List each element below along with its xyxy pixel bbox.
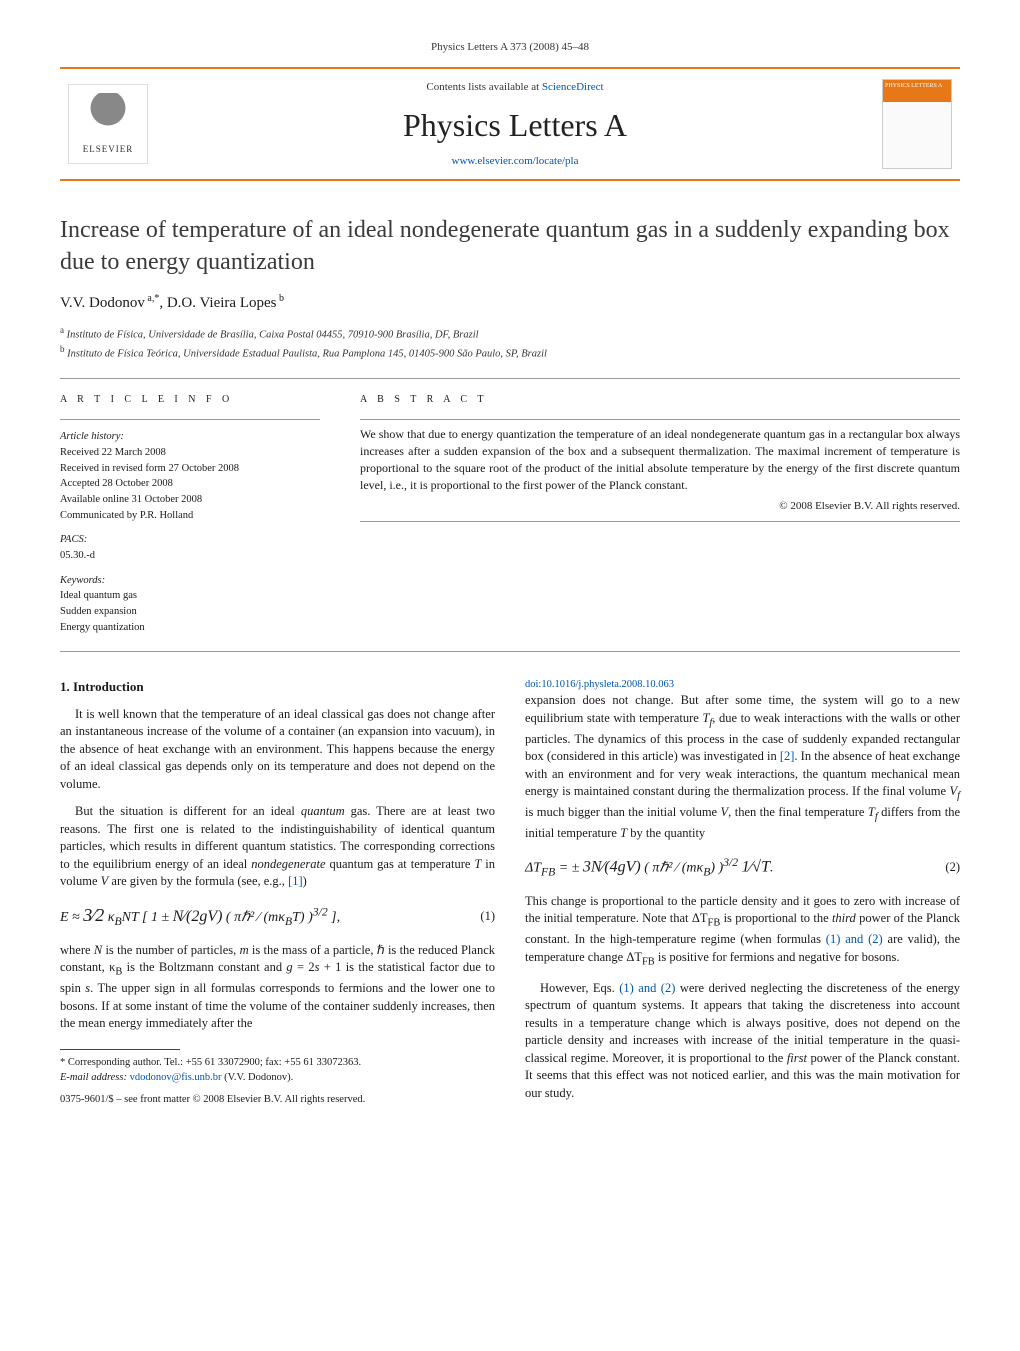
contents-prefix: Contents lists available at: [426, 81, 541, 93]
abstract-copyright: © 2008 Elsevier B.V. All rights reserved…: [360, 499, 960, 514]
keyword: Energy quantization: [60, 621, 320, 636]
rule: [60, 378, 960, 379]
pacs-value: 05.30.-d: [60, 549, 320, 564]
eq-ref-1-2[interactable]: (1) and (2): [826, 932, 883, 946]
elsevier-tree-icon: [83, 93, 133, 143]
equation-1: E ≈ 3⁄2 κBNT [ 1 ± N⁄(2gV) ( πℏ² ⁄ (mκBT…: [60, 903, 495, 930]
eq1-number: (1): [480, 908, 495, 926]
article-info: A R T I C L E I N F O Article history: R…: [60, 393, 320, 636]
journal-cover-thumb: PHYSICS LETTERS A: [882, 79, 952, 169]
journal-homepage: www.elsevier.com/locate/pla: [160, 154, 870, 169]
affiliations: a Instituto de Física, Universidade de B…: [60, 324, 960, 363]
paragraph: However, Eqs. (1) and (2) were derived n…: [525, 980, 960, 1103]
authors: V.V. Dodonov a,*, D.O. Vieira Lopes b: [60, 292, 960, 314]
contents-available: Contents lists available at ScienceDirec…: [160, 80, 870, 95]
info-abstract-row: A R T I C L E I N F O Article history: R…: [60, 393, 960, 636]
paragraph: expansion does not change. But after som…: [525, 692, 960, 843]
article-title: Increase of temperature of an ideal nond…: [60, 215, 960, 277]
body-columns: 1. Introduction It is well known that th…: [60, 678, 960, 1115]
info-heading: A R T I C L E I N F O: [60, 393, 320, 407]
journal-homepage-link[interactable]: www.elsevier.com/locate/pla: [452, 155, 579, 167]
abstract-text: We show that due to energy quantization …: [360, 426, 960, 493]
running-head: Physics Letters A 373 (2008) 45–48: [60, 40, 960, 55]
rule: [60, 651, 960, 652]
rule: [360, 521, 960, 522]
section-heading: 1. Introduction: [60, 678, 495, 696]
history-line: Available online 31 October 2008: [60, 493, 320, 508]
ref-link-1[interactable]: [1]: [288, 874, 303, 888]
ref-link-2[interactable]: [2]: [780, 749, 795, 763]
abstract: A B S T R A C T We show that due to ener…: [360, 393, 960, 636]
banner-center: Contents lists available at ScienceDirec…: [160, 80, 870, 170]
history-line: Communicated by P.R. Holland: [60, 509, 320, 524]
history-line: Received 22 March 2008: [60, 446, 320, 461]
paragraph: This change is proportional to the parti…: [525, 893, 960, 970]
abstract-heading: A B S T R A C T: [360, 393, 960, 407]
history-head: Article history:: [60, 430, 320, 445]
paragraph: It is well known that the temperature of…: [60, 706, 495, 794]
paragraph: where N is the number of particles, m is…: [60, 942, 495, 1033]
history-line: Accepted 28 October 2008: [60, 477, 320, 492]
email-line: E-mail address: vdodonov@fis.unb.br (V.V…: [60, 1071, 495, 1086]
eq2-math: ΔTFB = ± 3N⁄(4gV) ( πℏ² ⁄ (mκB) )3/2 1⁄√…: [525, 855, 773, 881]
affiliation-a: a Instituto de Física, Universidade de B…: [60, 324, 960, 343]
author-email-link[interactable]: vdodonov@fis.unb.br: [130, 1072, 222, 1083]
journal-banner: ELSEVIER Contents lists available at Sci…: [60, 67, 960, 181]
footnotes: * Corresponding author. Tel.: +55 61 330…: [60, 1056, 495, 1085]
cover-label: PHYSICS LETTERS A: [885, 83, 942, 89]
email-label: E-mail address:: [60, 1072, 127, 1083]
eq2-number: (2): [945, 859, 960, 877]
doi-line: doi:10.1016/j.physleta.2008.10.063: [525, 678, 960, 693]
pacs-head: PACS:: [60, 533, 320, 548]
affiliation-b: b Instituto de Física Teórica, Universid…: [60, 343, 960, 362]
keywords-head: Keywords:: [60, 574, 320, 589]
footnote-rule: [60, 1049, 180, 1050]
history-line: Received in revised form 27 October 2008: [60, 462, 320, 477]
eq-ref-1-2b[interactable]: (1) and (2): [619, 981, 675, 995]
journal-title: Physics Letters A: [160, 103, 870, 148]
sciencedirect-link[interactable]: ScienceDirect: [542, 81, 604, 93]
equation-2: ΔTFB = ± 3N⁄(4gV) ( πℏ² ⁄ (mκB) )3/2 1⁄√…: [525, 855, 960, 881]
email-attribution: (V.V. Dodonov).: [224, 1072, 293, 1083]
rule: [60, 419, 320, 420]
paragraph: But the situation is different for an id…: [60, 803, 495, 891]
publisher-name: ELSEVIER: [83, 143, 134, 156]
rule: [360, 419, 960, 420]
corresponding-author: * Corresponding author. Tel.: +55 61 330…: [60, 1056, 495, 1071]
doi-link[interactable]: doi:10.1016/j.physleta.2008.10.063: [525, 679, 674, 690]
keyword: Sudden expansion: [60, 605, 320, 620]
keyword: Ideal quantum gas: [60, 589, 320, 604]
elsevier-logo: ELSEVIER: [68, 84, 148, 164]
eq1-math: E ≈ 3⁄2 κBNT [ 1 ± N⁄(2gV) ( πℏ² ⁄ (mκBT…: [60, 903, 340, 930]
front-matter: 0375-9601/$ – see front matter © 2008 El…: [60, 1093, 495, 1108]
